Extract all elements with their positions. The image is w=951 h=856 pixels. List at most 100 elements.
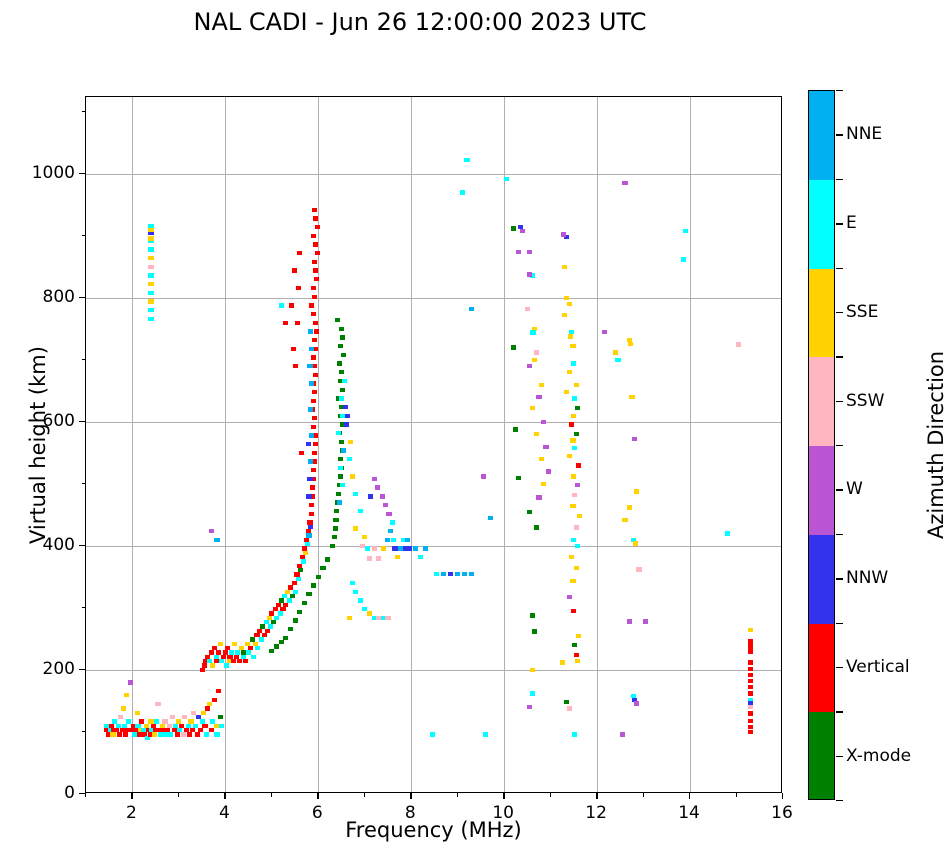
echo-mark xyxy=(575,406,581,411)
echo-mark xyxy=(109,723,115,728)
echo-mark xyxy=(292,618,298,623)
echo-mark xyxy=(290,346,296,351)
echo-mark xyxy=(283,320,289,325)
echo-mark xyxy=(403,546,409,551)
colorbar-tick xyxy=(836,267,843,269)
echo-mark xyxy=(561,232,567,237)
echo-mark xyxy=(329,543,335,549)
echo-mark xyxy=(202,723,208,728)
echo-mark xyxy=(627,619,633,624)
echo-mark xyxy=(305,442,311,447)
x-tick-label: 4 xyxy=(218,803,230,823)
echo-mark xyxy=(631,697,637,702)
echo-mark xyxy=(480,474,486,479)
colorbar-segment xyxy=(809,623,834,713)
echo-mark xyxy=(220,654,227,660)
gridline-vertical xyxy=(690,97,692,792)
echo-mark xyxy=(371,546,377,551)
x-tick-label: 10 xyxy=(492,803,515,823)
echo-mark xyxy=(747,729,754,735)
echo-mark xyxy=(289,594,295,599)
echo-mark xyxy=(190,727,196,733)
x-tick-minor xyxy=(177,793,180,797)
echo-mark xyxy=(107,727,113,733)
echo-mark xyxy=(634,701,640,706)
y-tick-major xyxy=(79,420,85,423)
echo-mark xyxy=(357,598,363,603)
echo-mark xyxy=(278,639,284,645)
echo-mark xyxy=(312,442,319,447)
echo-mark xyxy=(314,225,320,230)
echo-mark xyxy=(629,394,635,400)
y-tick-minor xyxy=(81,482,85,485)
echo-mark xyxy=(333,517,339,523)
echo-mark xyxy=(273,615,280,621)
echo-mark xyxy=(527,363,533,369)
gridline-vertical xyxy=(318,97,320,792)
echo-mark xyxy=(310,485,316,490)
echo-mark xyxy=(747,628,754,633)
echo-mark xyxy=(534,350,540,355)
colorbar-tick xyxy=(836,755,843,758)
echo-mark xyxy=(464,158,470,163)
echo-mark xyxy=(222,650,228,655)
echo-mark xyxy=(208,650,214,655)
echo-mark xyxy=(320,566,326,571)
y-tick-minor xyxy=(81,606,85,609)
x-tick-minor xyxy=(363,793,366,797)
echo-mark xyxy=(315,574,321,580)
echo-mark xyxy=(513,427,519,432)
echo-mark xyxy=(148,227,154,232)
echo-mark xyxy=(384,537,390,542)
echo-mark xyxy=(211,697,217,702)
echo-mark xyxy=(455,571,461,577)
echo-mark xyxy=(216,688,222,694)
echo-mark xyxy=(264,628,270,634)
echo-mark xyxy=(352,589,359,594)
echo-mark xyxy=(429,732,435,737)
echo-mark xyxy=(165,727,171,733)
echo-mark xyxy=(303,537,309,542)
echo-mark xyxy=(312,294,318,299)
echo-mark xyxy=(312,433,319,438)
echo-mark xyxy=(627,337,633,343)
echo-mark xyxy=(191,710,197,715)
x-tick-label: 6 xyxy=(311,803,323,823)
echo-mark xyxy=(601,329,607,335)
echo-mark xyxy=(136,732,142,737)
echo-mark xyxy=(630,693,636,699)
echo-mark xyxy=(148,238,154,244)
echo-mark xyxy=(232,641,238,647)
echo-mark xyxy=(357,509,363,514)
x-tick-label: 12 xyxy=(585,803,607,823)
echo-mark xyxy=(615,357,621,363)
echo-mark xyxy=(559,660,565,665)
echo-mark xyxy=(195,714,201,720)
colorbar-label-sse: SSE xyxy=(846,301,879,322)
colorbar-label-ssw: SSW xyxy=(846,390,885,411)
echo-mark xyxy=(462,571,468,577)
echo-mark xyxy=(569,422,575,427)
echo-mark xyxy=(150,723,156,728)
echo-mark xyxy=(747,701,754,706)
echo-mark xyxy=(571,413,577,418)
echo-mark xyxy=(139,719,145,724)
echo-mark xyxy=(308,329,314,334)
echo-mark xyxy=(186,732,192,737)
echo-mark xyxy=(337,361,343,366)
echo-mark xyxy=(115,723,122,728)
y-tick-major xyxy=(79,793,85,795)
echo-mark xyxy=(309,502,315,508)
echo-mark xyxy=(515,475,521,480)
echo-mark xyxy=(311,285,317,291)
echo-mark xyxy=(104,727,110,733)
y-tick-label: 0 xyxy=(64,783,75,803)
echo-mark xyxy=(201,663,208,668)
echo-mark xyxy=(234,650,241,655)
echo-mark xyxy=(380,615,386,621)
echo-mark xyxy=(197,727,203,733)
echo-mark xyxy=(566,453,572,459)
colorbar[interactable] xyxy=(808,90,835,800)
echo-mark xyxy=(292,589,298,594)
echo-mark xyxy=(394,554,400,560)
